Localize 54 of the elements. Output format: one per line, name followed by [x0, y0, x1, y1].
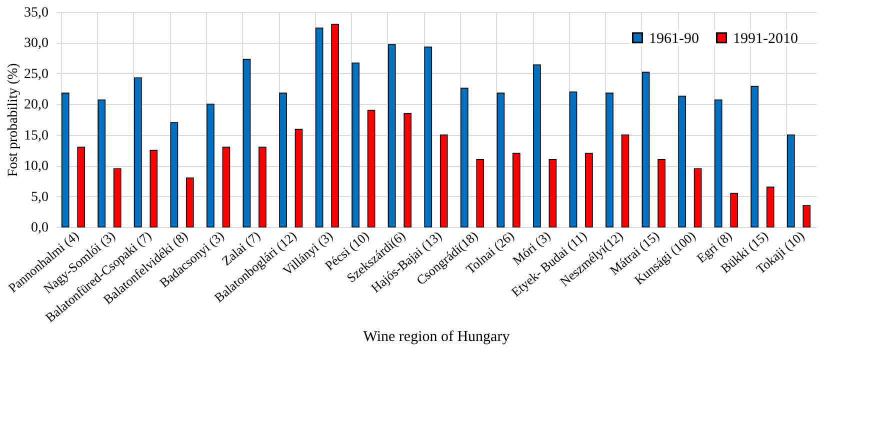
- bar: [242, 58, 251, 228]
- bar: [424, 46, 432, 228]
- legend-label: 1961-90: [649, 30, 699, 47]
- bar: [766, 186, 774, 228]
- bar: [802, 205, 811, 228]
- bar: [787, 134, 795, 228]
- bar: [678, 96, 686, 228]
- y-tick-label: 15,0: [24, 128, 48, 144]
- x-axis-title: Wine region of Hungary: [363, 329, 510, 346]
- bar: [548, 159, 557, 228]
- bar: [476, 159, 484, 228]
- bar: [730, 192, 738, 228]
- bar: [606, 92, 614, 228]
- bar: [170, 122, 178, 228]
- bar: [61, 92, 70, 228]
- bar: [113, 168, 122, 228]
- bar: [279, 92, 287, 228]
- bar: [294, 128, 303, 228]
- bar: [714, 99, 722, 228]
- bar: [750, 86, 759, 228]
- y-tick-label: 20,0: [24, 98, 48, 113]
- bar: [496, 92, 505, 228]
- bar: [315, 28, 324, 228]
- y-tick-label: 5,0: [31, 190, 48, 205]
- bar: [642, 72, 650, 228]
- y-tick-label: 0,0: [31, 220, 48, 236]
- bar: [367, 110, 376, 228]
- legend-label: 1991-2010: [733, 30, 798, 47]
- bar: [77, 146, 85, 228]
- bar: [440, 134, 448, 228]
- y-tick-label: 10,0: [24, 159, 48, 174]
- bar: [331, 24, 339, 228]
- bar: [186, 177, 194, 228]
- bar: [150, 150, 158, 228]
- bar: [512, 152, 520, 228]
- bar: [352, 62, 360, 228]
- bar: [533, 64, 541, 228]
- y-tick-label: 30,0: [24, 36, 48, 52]
- bar: [134, 77, 142, 228]
- y-tick-label: 25,0: [24, 66, 48, 82]
- y-axis-title: Fost probability (%): [6, 62, 21, 177]
- bar: [460, 88, 468, 228]
- bar: [404, 112, 412, 228]
- bar: [222, 146, 230, 228]
- y-tick-label: 35,0: [24, 6, 48, 20]
- bar: [585, 152, 593, 228]
- bar: [569, 91, 578, 228]
- bar: [388, 44, 396, 228]
- bar: [258, 146, 266, 228]
- bar: [98, 99, 106, 228]
- bar: [621, 134, 630, 228]
- bar: [658, 159, 666, 228]
- bar: [206, 104, 214, 228]
- bar: [694, 168, 702, 228]
